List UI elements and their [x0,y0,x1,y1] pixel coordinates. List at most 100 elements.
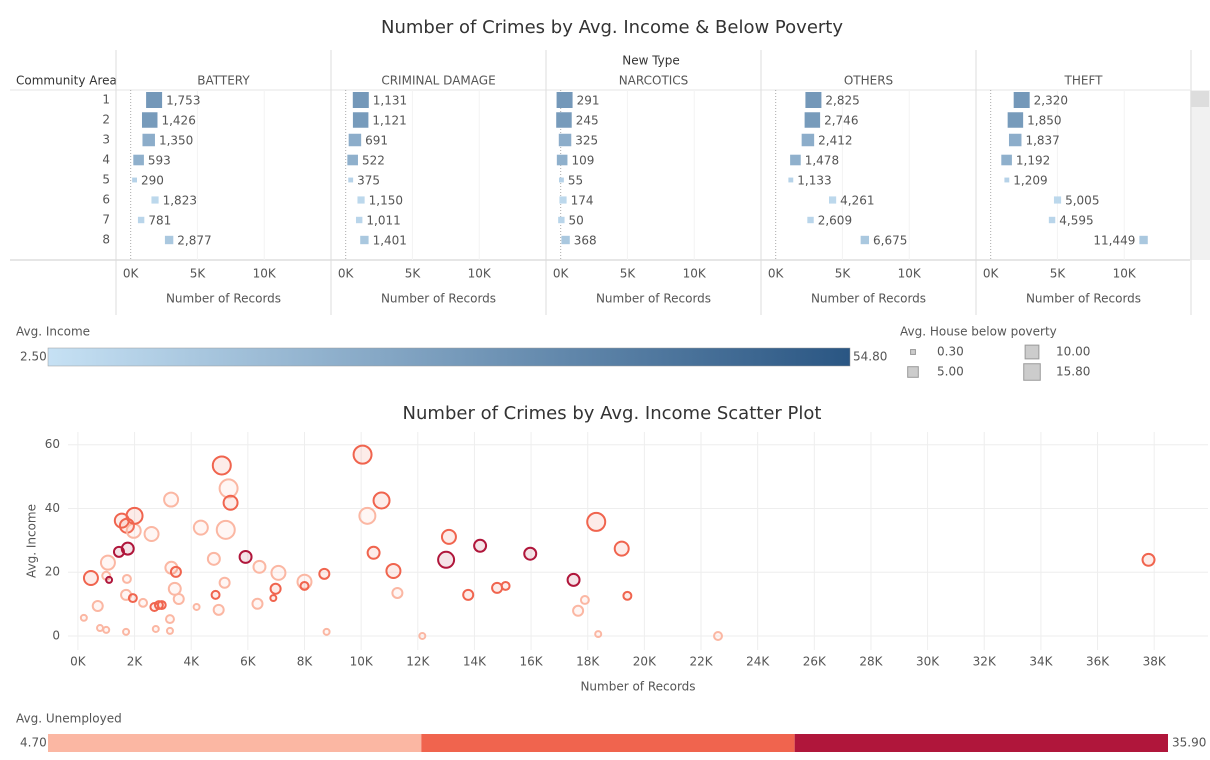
data-label: 50 [569,214,584,228]
bar-mark [348,177,354,183]
scatter-point [172,592,185,606]
x-tick-label: 14K [463,655,487,669]
scatter-point [372,491,391,510]
bar-mark [360,235,369,245]
data-label: 1,753 [166,94,200,108]
scatter-point [437,550,456,569]
data-label: 325 [575,134,598,148]
scatter-point [269,582,282,595]
scatter-point [318,567,331,580]
scatter-point [579,594,590,605]
color-legend-step [48,734,422,752]
scatter-point [79,613,88,622]
scatter-point [586,511,607,532]
row-label: 4 [102,153,110,167]
data-label: 4,595 [1059,214,1093,228]
x-tick-label: 26K [803,655,827,669]
scatter-point [566,572,581,587]
scatter-point [713,631,723,641]
x-tick-label: 22K [689,655,713,669]
scatter-point [105,575,114,584]
color-legend-step [794,734,1168,752]
scatter-point [269,594,278,603]
size-legend-mark [1024,344,1040,360]
x-tick-label: 5K [620,267,637,281]
scatter-point [138,597,149,608]
data-label: 781 [148,214,171,228]
data-label: 2,412 [818,134,852,148]
x-tick-label: 10K [898,267,922,281]
scatter-point [215,519,236,540]
x-axis-title: Number of Records [381,292,496,306]
legend-label: 5.00 [937,365,964,379]
x-tick-label: 0K [123,267,140,281]
x-tick-label: 12K [406,655,430,669]
scatter-point [164,614,175,625]
scatter-point [192,519,209,536]
row-label: 5 [102,173,110,187]
bar-mark [561,235,570,245]
bar-mark [1001,154,1012,166]
x-tick-label: 5K [835,267,852,281]
data-label: 5,005 [1065,194,1099,208]
scatter-point [251,597,264,610]
bar-mark [1053,196,1062,204]
bar-mark [1007,112,1024,128]
scrollbar[interactable] [1190,90,1210,260]
bar-mark [352,112,369,128]
x-axis-title: Number of Records [596,292,711,306]
scatter-point [96,624,104,632]
bar-mark [1004,177,1010,183]
x-tick-label: 10K [350,655,374,669]
row-label: 7 [102,213,110,227]
data-label: 1,209 [1013,174,1047,188]
scatter-point [218,576,231,589]
bar-mark [807,216,814,224]
y-axis-title: Avg. Income [25,504,39,578]
data-label: 11,449 [1093,234,1135,248]
data-label: 174 [571,194,594,208]
x-tick-label: 10K [253,267,277,281]
x-tick-label: 28K [859,655,883,669]
scatter-point [500,580,511,591]
x-tick-label: 34K [1029,655,1053,669]
scatter-point [613,540,630,557]
row-label: 8 [102,233,110,247]
scatter-point [1141,552,1156,567]
size-legend-mark [1023,363,1041,381]
facet-label: OTHERS [844,74,893,88]
scroll-thumb[interactable] [1191,91,1209,107]
scatter-point [352,444,373,465]
scatter-point [270,564,287,581]
bar-mark [801,133,815,147]
legend-label: 2.50 [20,350,47,364]
x-axis-title: Number of Records [580,680,695,694]
scatter-point [594,630,603,639]
bar-mark [348,133,362,147]
y-tick-label: 20 [45,565,60,579]
scatter-point [218,478,239,499]
scatter-point [125,506,144,525]
scatter-point [462,588,475,601]
scatter-point [299,580,310,591]
data-label: 1,131 [373,94,407,108]
data-label: 2,825 [825,94,859,108]
data-label: 1,133 [797,174,831,188]
row-label: 6 [102,193,110,207]
scatter-point [366,545,381,560]
x-axis-title: Number of Records [166,292,281,306]
data-label: 1,011 [366,214,400,228]
scatter-point [82,569,99,586]
x-tick-label: 38K [1143,655,1167,669]
x-tick-label: 5K [190,267,207,281]
scatter-point [151,624,160,633]
bar-mark [1139,235,1148,245]
data-label: 2,320 [1034,94,1068,108]
x-tick-label: 6K [240,655,257,669]
row-header: Community Area [16,74,117,88]
bar-mark [790,154,801,166]
size-legend-mark [907,366,919,378]
x-tick-label: 10K [1113,267,1137,281]
column-header: New Type [622,54,680,68]
legend-label: 35.90 [1172,736,1206,750]
